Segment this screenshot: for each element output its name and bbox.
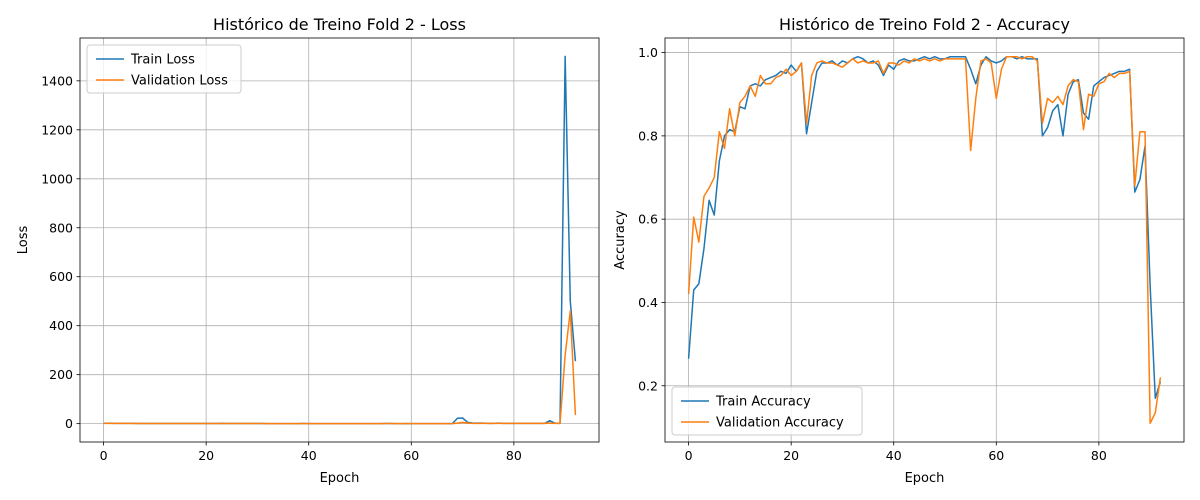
loss-x-tick-label: 20 <box>198 448 214 463</box>
loss-x-axis-label: Epoch <box>320 471 360 486</box>
accuracy-y-tick-label: 0.2 <box>638 378 658 393</box>
loss-y-tick-label: 200 <box>49 367 73 382</box>
loss-series-train-loss <box>103 55 577 425</box>
loss-x-tick-label: 40 <box>301 448 317 463</box>
loss-series-validation-loss <box>103 310 577 425</box>
accuracy-y-tick-label: 0.6 <box>638 212 658 227</box>
accuracy-series-validation-accuracy <box>687 55 1162 425</box>
loss-y-tick-label: 800 <box>49 220 73 235</box>
accuracy-x-tick-label: 20 <box>783 448 799 463</box>
loss-grid <box>80 38 599 442</box>
accuracy-y-tick-label: 1.0 <box>638 45 658 60</box>
accuracy-y-tick-label: 0.4 <box>638 295 658 310</box>
accuracy-grid <box>665 38 1184 442</box>
loss-legend-label: Train Loss <box>130 53 195 68</box>
loss-y-axis-label: Loss <box>16 226 31 255</box>
loss-axes-frame <box>79 37 600 443</box>
loss-chart-title: Histórico de Treino Fold 2 - Loss <box>213 15 466 34</box>
accuracy-legend-label: Validation Accuracy <box>716 416 844 431</box>
loss-y-tick-label: 400 <box>49 318 73 333</box>
loss-y-tick-label: 1200 <box>41 122 73 137</box>
loss-y-tick-label: 1400 <box>41 73 73 88</box>
accuracy-chart: Histórico de Treino Fold 2 - Accuracy 0 20… <box>613 15 1185 486</box>
accuracy-y-axis-label: Accuracy <box>613 210 628 270</box>
accuracy-x-axis-label: Epoch <box>905 471 945 486</box>
accuracy-axes-frame <box>664 37 1185 443</box>
loss-x-tick-label: 0 <box>100 448 108 463</box>
accuracy-legend-label: Train Accuracy <box>715 395 811 410</box>
accuracy-series-train-accuracy <box>687 55 1162 400</box>
loss-series-group <box>103 55 577 425</box>
accuracy-legend: Train Accuracy Validation Accuracy <box>671 386 863 436</box>
accuracy-x-tick-label: 0 <box>685 448 693 463</box>
accuracy-series-group <box>687 55 1162 425</box>
loss-y-tick-label: 0 <box>65 416 73 431</box>
loss-y-tick-label: 600 <box>49 269 73 284</box>
accuracy-legend-box <box>671 386 863 436</box>
loss-y-tick-label: 1000 <box>41 171 73 186</box>
loss-x-tick-label: 80 <box>506 448 522 463</box>
loss-legend: Train Loss Validation Loss <box>86 44 242 94</box>
accuracy-x-tick-label: 40 <box>886 448 902 463</box>
loss-legend-label: Validation Loss <box>131 74 228 89</box>
loss-chart: Histórico de Treino Fold 2 - Loss 0 20 40 60… <box>16 15 600 486</box>
loss-legend-box <box>86 44 242 94</box>
accuracy-chart-title: Histórico de Treino Fold 2 - Accuracy <box>779 15 1070 34</box>
accuracy-y-tick-label: 0.8 <box>638 128 658 143</box>
accuracy-x-tick-label: 80 <box>1091 448 1107 463</box>
accuracy-x-tick-label: 60 <box>988 448 1004 463</box>
loss-x-tick-label: 60 <box>403 448 419 463</box>
